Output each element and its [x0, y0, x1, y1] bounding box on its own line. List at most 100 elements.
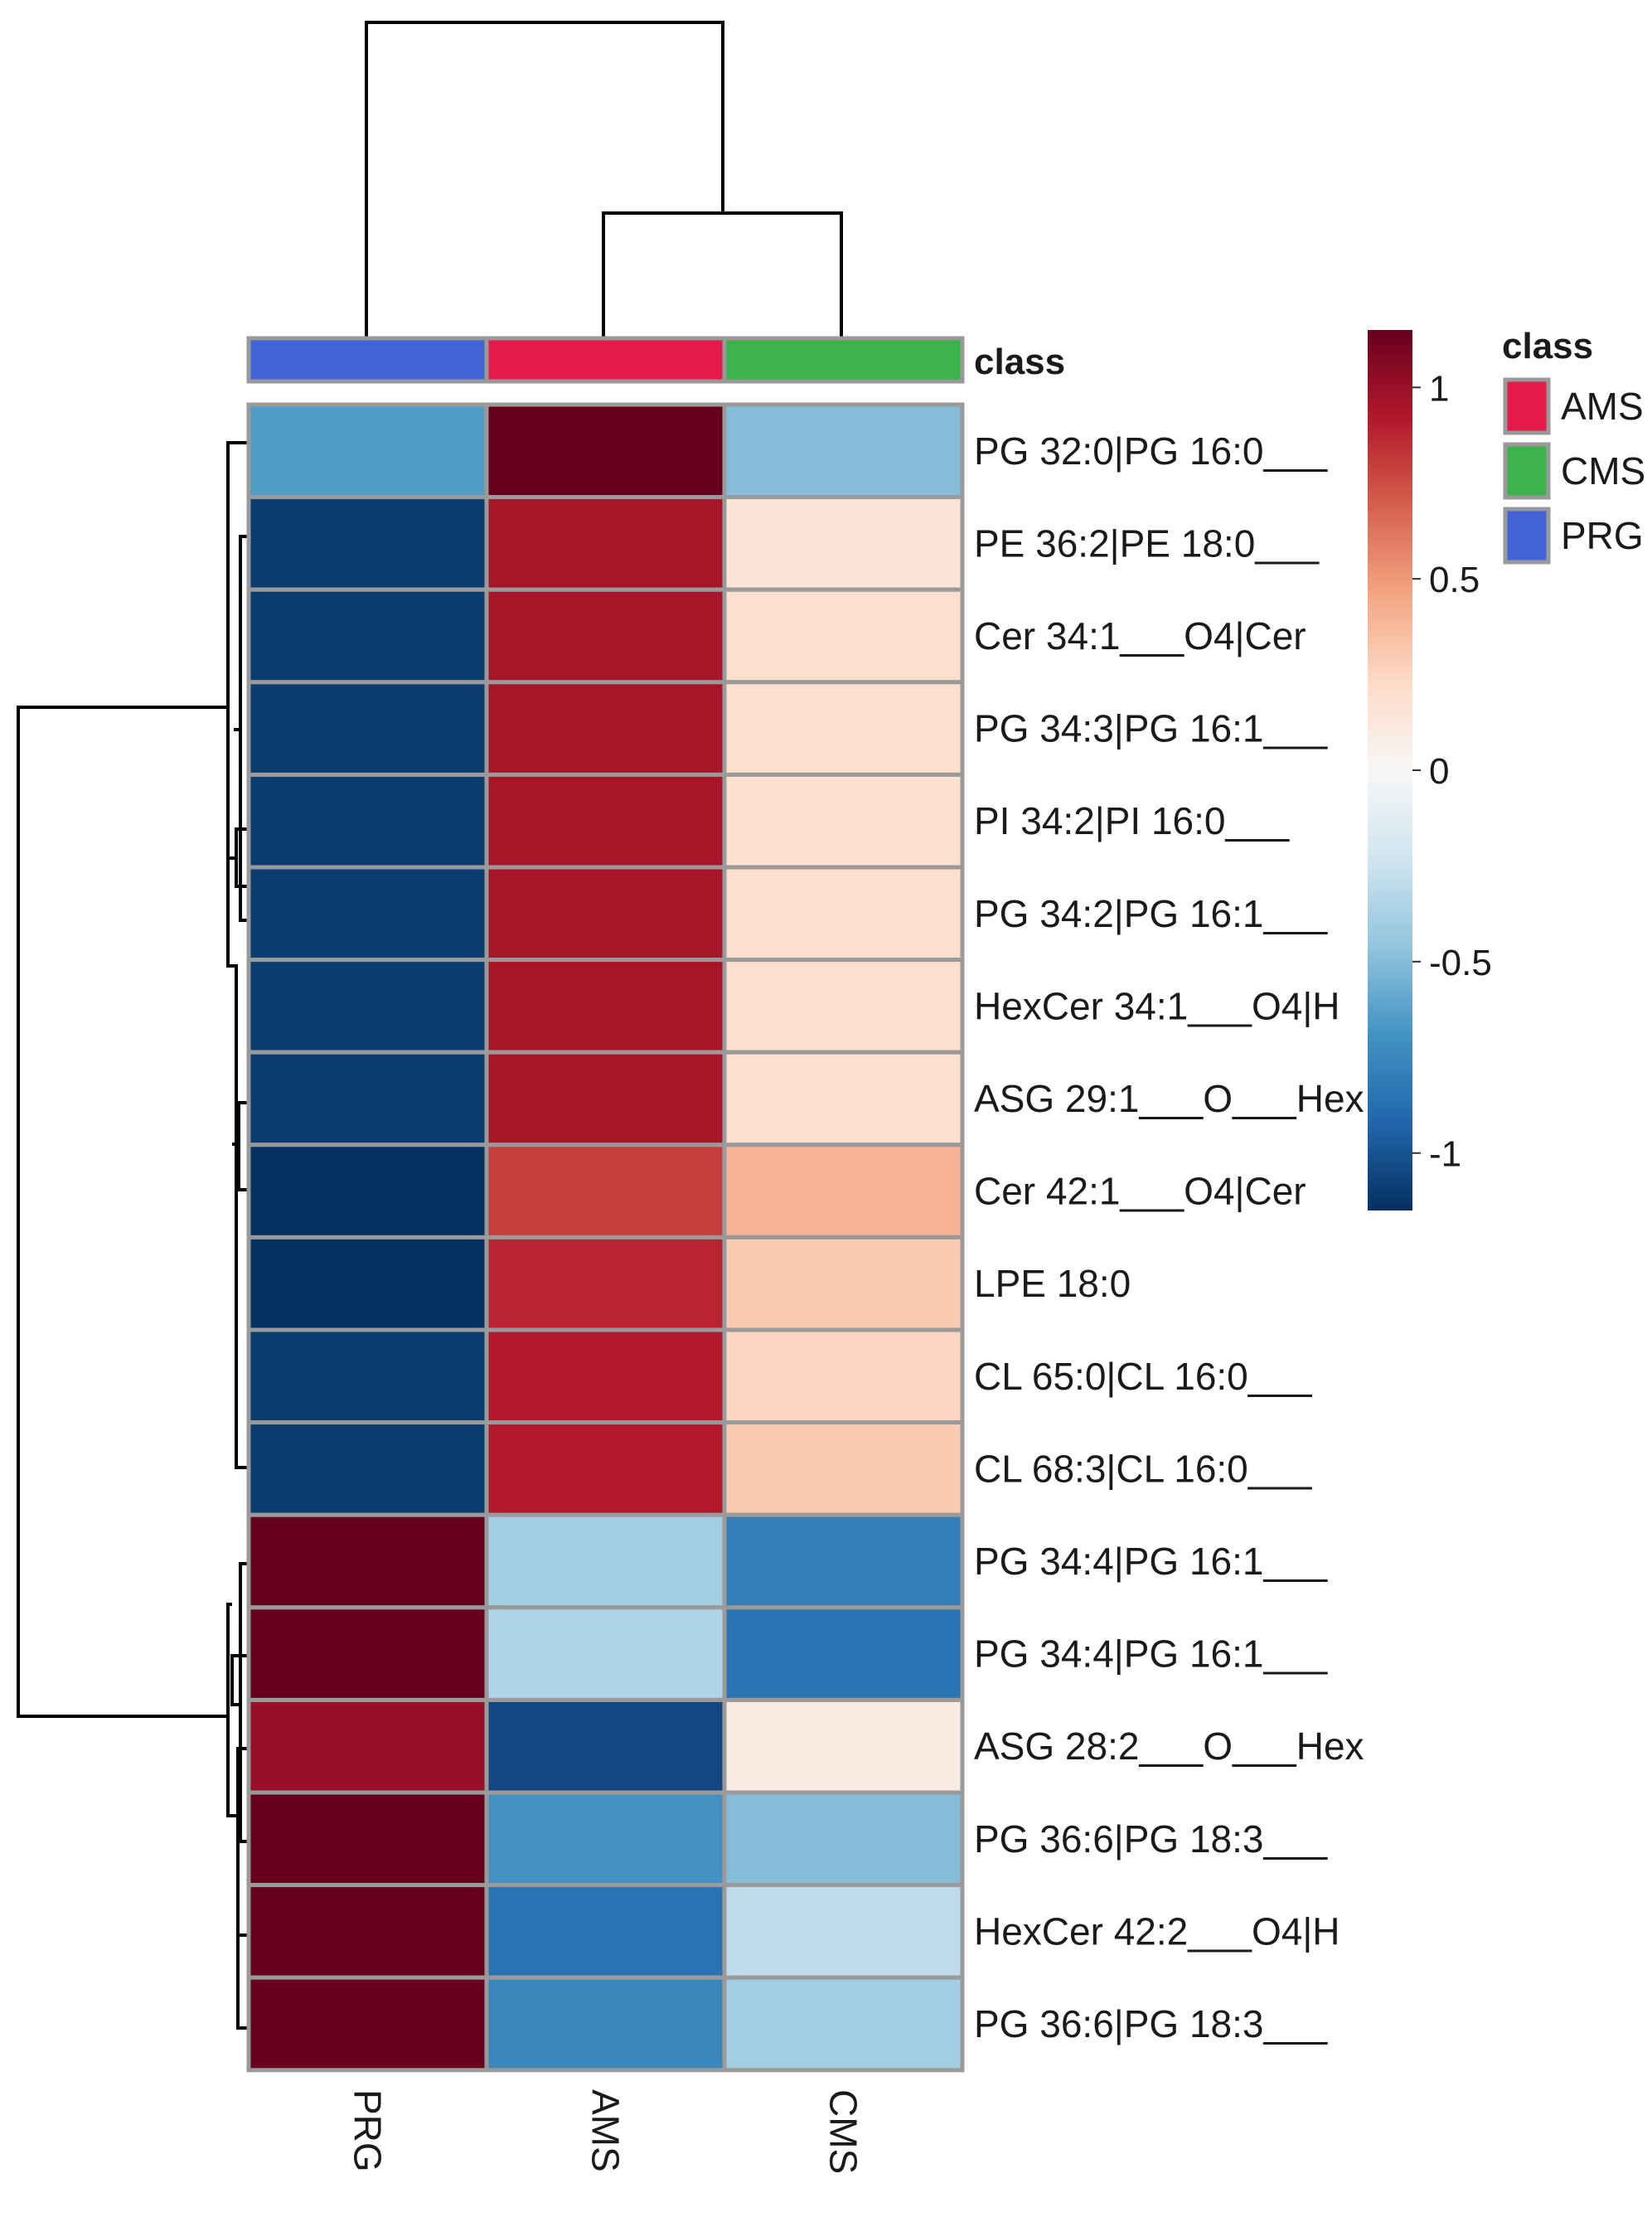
heatmap-cell [484, 1143, 727, 1240]
heatmap-cell [484, 865, 727, 963]
heatmap-cell [722, 1697, 965, 1795]
row-label: CL 68:3|CL 16:0___ [974, 1447, 1313, 1490]
row-dendro-top-main [226, 829, 247, 1469]
heatmap-cell [246, 1790, 489, 1888]
heatmap-cell [246, 495, 489, 592]
heatmap-cell [722, 680, 965, 777]
row-dendro-top-b [226, 441, 236, 860]
column-label-ams: AMS [584, 2089, 627, 2172]
row-label: PE 36:2|PE 18:0___ [974, 522, 1320, 565]
heatmap-cell [484, 1790, 727, 1888]
annotation-cell-cms [722, 336, 965, 384]
heatmap-cell [722, 1883, 965, 1980]
heatmap-cell [484, 1327, 727, 1425]
heatmap-cell [484, 680, 727, 777]
heatmap-cell [246, 1975, 489, 2073]
row-label: ASG 29:1___O___Hex [974, 1077, 1364, 1120]
heatmap-cell [722, 495, 965, 592]
row-label: Cer 34:1___O4|Cer [974, 614, 1306, 657]
col-dendro-branch-ams-cms [602, 211, 843, 338]
heatmap-cell [722, 1605, 965, 1702]
heatmap-cell [246, 587, 489, 685]
heatmap-cell [484, 495, 727, 592]
heatmap-cell [484, 1605, 727, 1702]
heatmap-cell [722, 1235, 965, 1332]
heatmap-cell [484, 1050, 727, 1147]
heatmap-cell [246, 1420, 489, 1517]
heatmap-cell [246, 402, 489, 500]
heatmap-cell [484, 1697, 727, 1795]
heatmap-cell [484, 1512, 727, 1610]
row-dendro-bot-a [239, 1562, 247, 1843]
column-labels: PRG AMS CMS [346, 2089, 865, 2174]
heatmap-cell [722, 1420, 965, 1517]
column-label-prg: PRG [346, 2089, 390, 2172]
row-label: HexCer 34:1___O4|H [974, 984, 1340, 1027]
heatmap-cells [246, 402, 965, 2073]
heatmap-cell [722, 1143, 965, 1240]
class-legend-title: class [1502, 326, 1593, 366]
row-label: CL 65:0|CL 16:0___ [974, 1355, 1313, 1398]
heatmap-cell [722, 1050, 965, 1147]
row-dendro-bot-c [236, 1795, 247, 2030]
heatmap-cell [484, 772, 727, 870]
class-legend-swatch-ams [1503, 377, 1551, 435]
heatmap-cell [246, 865, 489, 963]
row-label: HexCer 42:2___O4|H [974, 1909, 1340, 1953]
heatmap-cell [722, 1975, 965, 2073]
row-label: PI 34:2|PI 16:0___ [974, 799, 1291, 842]
col-dendro-branch-root [365, 21, 724, 338]
row-label: PG 32:0|PG 16:0___ [974, 429, 1329, 473]
class-legend-swatch-prg [1503, 507, 1551, 565]
heatmap-cell [246, 1143, 489, 1240]
row-labels: PG 32:0|PG 16:0___ PE 36:2|PE 18:0___ Cer … [974, 429, 1364, 2045]
heatmap-cell [484, 1883, 727, 1980]
color-scale-tick-label: -1 [1429, 1134, 1461, 1175]
heatmap-cell [722, 772, 965, 870]
heatmap-cell [484, 1975, 727, 2073]
row-label: PG 34:2|PG 16:1___ [974, 892, 1329, 935]
color-scale-bar [1368, 330, 1412, 1210]
heatmap-cell [484, 1420, 727, 1517]
row-label: PG 34:4|PG 16:1___ [974, 1633, 1329, 1676]
color-scale-tick-label: 0 [1429, 751, 1449, 792]
row-dendro-top-f [237, 1101, 247, 1191]
row-label: PG 34:4|PG 16:1___ [974, 1540, 1329, 1583]
class-legend-label-prg: PRG [1561, 514, 1644, 557]
row-label: PG 36:6|PG 18:3___ [974, 2002, 1329, 2045]
heatmap-cell [246, 1605, 489, 1702]
heatmap-cell [246, 958, 489, 1055]
color-scale-tick-label: -0.5 [1429, 943, 1492, 983]
heatmap-cell [246, 772, 489, 870]
column-dendrogram [365, 21, 843, 338]
row-dendro-bot-d [230, 1654, 247, 1706]
row-label: PG 34:3|PG 16:1___ [974, 707, 1329, 750]
color-scale-tick-label: 1 [1429, 368, 1449, 409]
annotation-cell-ams [484, 336, 727, 384]
color-scale-tick-label: 0.5 [1429, 560, 1480, 600]
annotation-title: class [974, 342, 1065, 382]
row-label: Cer 42:1___O4|Cer [974, 1170, 1306, 1213]
column-label-cms: CMS [822, 2089, 865, 2174]
color-scale-ticks: 1 0.5 0 -0.5 -1 [1412, 368, 1492, 1175]
heatmap-cell [722, 402, 965, 500]
heatmap-cell [246, 680, 489, 777]
heatmap-cell [484, 958, 727, 1055]
heatmap-cell [722, 1790, 965, 1888]
heatmap-cell [722, 865, 965, 963]
heatmap-cell [246, 1050, 489, 1147]
color-scale-legend [1368, 330, 1412, 1210]
class-legend: AMS CMS PRG [1503, 377, 1645, 565]
row-label: ASG 28:2___O___Hex [974, 1725, 1364, 1768]
row-dendrogram [17, 441, 247, 2030]
row-dendro-bot-e [226, 1603, 238, 1817]
row-label: LPE 18:0 [974, 1262, 1131, 1305]
heatmap-cell [722, 1327, 965, 1425]
class-legend-label-cms: CMS [1561, 449, 1645, 492]
row-dendro-bot-main [17, 706, 228, 1718]
heatmap-cell [484, 402, 727, 500]
class-legend-swatch-cms [1503, 442, 1551, 500]
heatmap-cell [246, 1235, 489, 1332]
heatmap-cell [246, 1512, 489, 1610]
